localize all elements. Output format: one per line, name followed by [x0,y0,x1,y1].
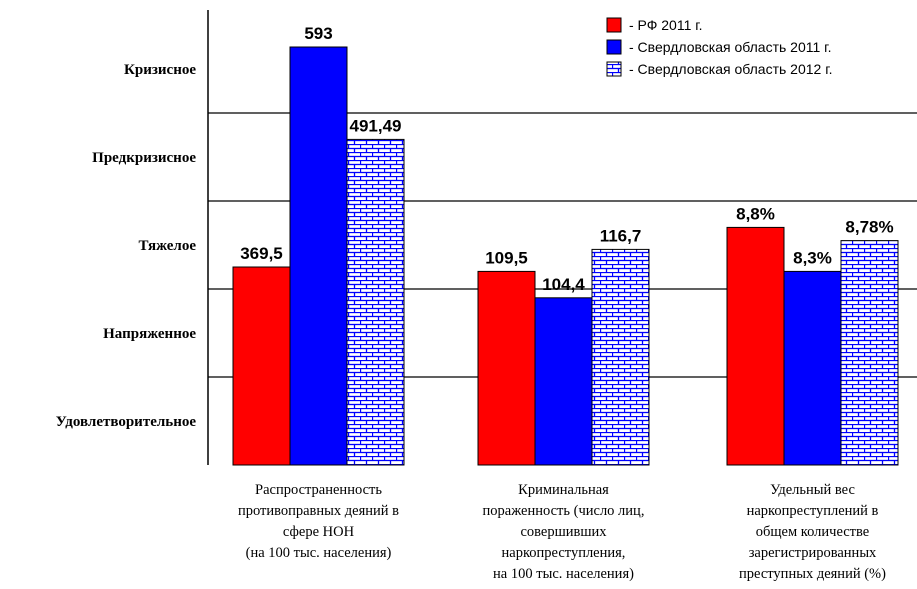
y-level-label: Предкризисное [92,150,196,166]
bar [783,270,842,466]
y-level-label: Напряженное [103,326,196,342]
legend-label: - Свердловская область 2011 г. [629,39,831,55]
y-axis-labels: Кризисное Предкризисное Тяжелое Напряженное… [56,62,197,430]
data-label: 369,5 [240,244,283,263]
category-label: Криминальная пораженность (число лиц, сове… [483,482,645,582]
bar [289,46,348,466]
legend-swatch [606,61,622,77]
bar [726,226,785,466]
legend-label: - Свердловская область 2012 г. [629,61,833,77]
y-level-label: Удовлетворительное [56,414,197,430]
data-labels: 369,5 109,5 8,8% 593 104,4 8,3% 491,49 116,7 8,7… [240,24,893,294]
data-label: 8,3% [793,248,832,267]
data-label: 116,7 [600,226,642,245]
data-label: 104,4 [542,275,585,294]
legend-background [598,9,904,84]
category-labels: Распространенность противоправных деяний … [238,482,886,582]
data-label: 8,8% [736,204,775,223]
category-label: Распространенность противоправных деяний … [238,482,399,561]
bar [840,240,899,466]
category-label: Удельный вес наркопреступлений в общем кол… [739,482,886,582]
bar [534,297,593,466]
bars [232,46,899,466]
bar [232,266,291,466]
data-label: 593 [304,24,332,43]
legend-swatch [606,39,622,55]
bar [346,138,405,466]
y-level-label: Тяжелое [139,238,197,254]
bar [591,248,650,466]
bar [477,270,536,466]
legend-label: - РФ 2011 г. [629,17,703,33]
data-label: 491,49 [350,116,402,135]
data-label: 8,78% [845,218,893,237]
y-level-label: Кризисное [124,62,196,78]
legend: - РФ 2011 г. - Свердловская область 2011 … [598,9,904,84]
data-label: 109,5 [485,248,528,267]
legend-swatch [606,17,622,33]
